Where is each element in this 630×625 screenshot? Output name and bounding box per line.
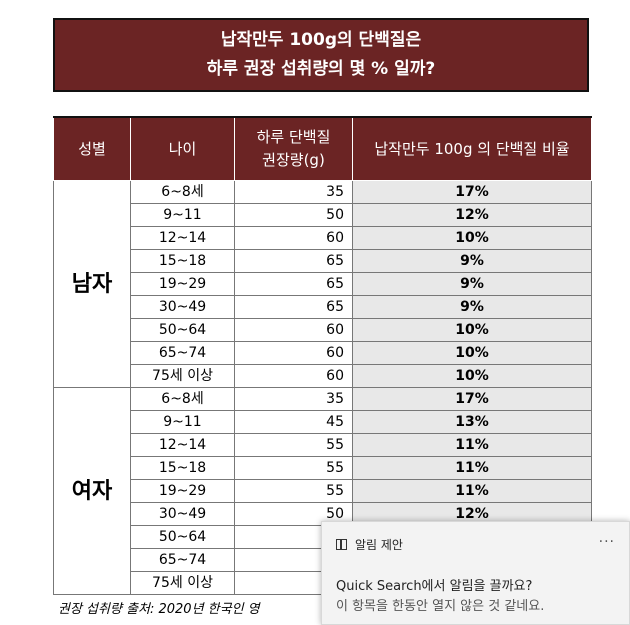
- recommended-cell: 45: [234, 410, 353, 434]
- percent-cell: 11%: [352, 479, 592, 503]
- recommended-cell: 60: [234, 318, 353, 342]
- recommended-cell: 65: [234, 272, 353, 296]
- percent-cell: 9%: [352, 249, 592, 273]
- table-row: 50~64 60 10%: [54, 318, 592, 342]
- table-row: 75세 이상 60 10%: [54, 364, 592, 388]
- percent-cell: 10%: [352, 318, 592, 342]
- age-cell: 9~11: [130, 203, 235, 227]
- percent-cell: 10%: [352, 341, 592, 365]
- recommended-cell: 60: [234, 226, 353, 250]
- notification-toast[interactable]: 알림 제안 ··· Quick Search에서 알림을 끌까요? 이 항목을 …: [321, 521, 630, 625]
- age-cell: 30~49: [130, 502, 235, 526]
- table-row: 9~11 45 13%: [54, 410, 592, 434]
- age-cell: 50~64: [130, 318, 235, 342]
- percent-cell: 9%: [352, 272, 592, 296]
- percent-cell: 11%: [352, 456, 592, 480]
- age-cell: 75세 이상: [130, 571, 235, 595]
- title-banner: 납작만두 100g의 단백질은 하루 권장 섭취량의 몇 % 일까?: [53, 18, 589, 92]
- header-age: 나이: [130, 116, 235, 181]
- toast-detail: 이 항목을 한동안 열지 않은 것 같네요.: [336, 599, 545, 614]
- percent-cell: 10%: [352, 226, 592, 250]
- recommended-cell: 35: [234, 387, 353, 411]
- recommended-cell: 55: [234, 456, 353, 480]
- toast-header: 알림 제안: [336, 536, 403, 553]
- recommended-cell: 55: [234, 433, 353, 457]
- age-cell: 50~64: [130, 525, 235, 549]
- age-cell: 65~74: [130, 548, 235, 572]
- percent-cell: 12%: [352, 203, 592, 227]
- percent-cell: 11%: [352, 433, 592, 457]
- age-cell: 65~74: [130, 341, 235, 365]
- age-cell: 30~49: [130, 295, 235, 319]
- age-cell: 19~29: [130, 479, 235, 503]
- header-rec-line1: 하루 단백질: [256, 128, 331, 146]
- table-header-row: 성별 나이 하루 단백질 권장량(g) 납작만두 100g 의 단백질 비율: [53, 116, 592, 181]
- age-cell: 75세 이상: [130, 364, 235, 388]
- title-line-2: 하루 권장 섭취량의 몇 % 일까?: [206, 59, 436, 79]
- age-cell: 15~18: [130, 249, 235, 273]
- table-row: 여자 6~8세 35 17%: [53, 387, 592, 595]
- table-row: 15~18 65 9%: [54, 249, 592, 273]
- table-row: 30~49 65 9%: [54, 295, 592, 319]
- percent-cell: 13%: [352, 410, 592, 434]
- source-note: 권장 섭취량 출처: 2020년 한국인 영: [58, 602, 260, 617]
- sex-cell: 여자: [53, 387, 131, 595]
- age-cell: 6~8세: [130, 180, 235, 204]
- age-cell: 19~29: [130, 272, 235, 296]
- table-row: 남자 6~8세 35 17%: [53, 180, 592, 388]
- table-row: 65~74 60 10%: [54, 341, 592, 365]
- recommended-cell: 50: [234, 203, 353, 227]
- notification-settings-icon: [336, 539, 347, 550]
- header-rec-line2: 권장량(g): [262, 151, 325, 169]
- percent-cell: 10%: [352, 364, 592, 388]
- age-cell: 12~14: [130, 433, 235, 457]
- age-cell: 15~18: [130, 456, 235, 480]
- sex-cell: 남자: [53, 180, 131, 388]
- table-row: 19~29 55 11%: [54, 479, 592, 503]
- recommended-cell: 60: [234, 341, 353, 365]
- table-row: 9~11 50 12%: [54, 203, 592, 227]
- percent-cell: 9%: [352, 295, 592, 319]
- recommended-cell: 60: [234, 364, 353, 388]
- protein-table: 성별 나이 하루 단백질 권장량(g) 납작만두 100g 의 단백질 비율 남…: [53, 116, 592, 595]
- age-cell: 6~8세: [130, 387, 235, 411]
- age-cell: 12~14: [130, 226, 235, 250]
- table-row: 12~14 60 10%: [54, 226, 592, 250]
- header-recommended: 하루 단백질 권장량(g): [234, 116, 353, 181]
- age-cell: 9~11: [130, 410, 235, 434]
- toast-question: Quick Search에서 알림을 끌까요?: [336, 579, 533, 594]
- recommended-cell: 65: [234, 295, 353, 319]
- percent-cell: 17%: [352, 387, 592, 411]
- recommended-cell: 35: [234, 180, 353, 204]
- title-line-1: 납작만두 100g의 단백질은: [220, 30, 422, 50]
- more-options-icon[interactable]: ···: [598, 534, 615, 550]
- percent-cell: 17%: [352, 180, 592, 204]
- toast-header-label: 알림 제안: [355, 538, 403, 552]
- header-sex: 성별: [53, 116, 131, 181]
- header-percent: 납작만두 100g 의 단백질 비율: [352, 116, 592, 181]
- table-row: 12~14 55 11%: [54, 433, 592, 457]
- table-row: 19~29 65 9%: [54, 272, 592, 296]
- recommended-cell: 55: [234, 479, 353, 503]
- table-row: 15~18 55 11%: [54, 456, 592, 480]
- recommended-cell: 65: [234, 249, 353, 273]
